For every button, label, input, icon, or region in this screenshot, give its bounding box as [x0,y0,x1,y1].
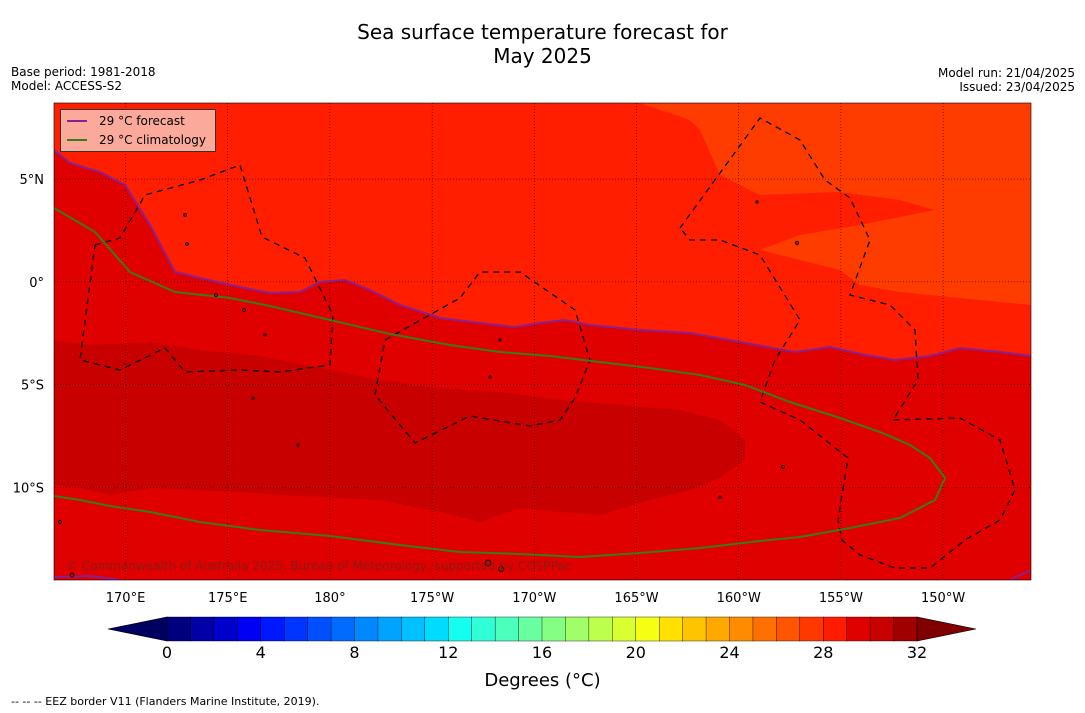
lon-tick-label: 180° [314,591,345,606]
climatology-29c-contour [54,207,947,559]
lon-tick-label: 165°W [614,591,658,606]
colorbar-segment [260,616,285,642]
base-period: Base period: 1981-2018 [11,65,156,79]
colorbar-segment [307,616,332,642]
colorbar-segment [869,616,895,642]
colorbar-segment [518,616,543,642]
colorbar-tick-label: 32 [907,643,927,662]
colorbar-segment [283,616,309,642]
colorbar-tick-label: 24 [719,643,739,662]
lon-tick-label: 155°W [819,591,863,606]
colorbar-tick-labels: 0 4 8 12 16 20 24 28 32 [162,643,927,662]
legend-item-climatology: 29 °C climatology [67,132,206,148]
colorbar-segment [846,616,871,642]
forecast-29c-contour [54,149,1031,362]
base-period-info: Base period: 1981-2018 Model: ACCESS-S2 [11,65,156,93]
colorbar-under-arrow [107,616,168,642]
colorbar-segment [330,616,355,642]
colorbar-segment [401,616,426,642]
colorbar-segment [448,616,473,642]
map-legend: 29 °C forecast 29 °C climatology [60,109,216,152]
colorbar-segment [354,616,379,642]
colorbar-segment [588,616,613,642]
colorbar-tick-label: 12 [438,643,458,662]
colorbar-segment [752,616,777,642]
lat-tick-label: 5°N [20,173,45,188]
issued-date: Issued: 23/04/2025 [959,80,1075,94]
colorbar-tick-label: 28 [813,643,833,662]
map-frame [53,102,1032,581]
colorbar-label: Degrees (°C) [484,670,601,691]
copyright-watermark: © Commonwealth of Australia 2025, Bureau… [66,559,572,573]
lat-tick-label: 0° [29,276,44,291]
colorbar-tick-label: 8 [349,643,359,662]
longitude-tick-labels: 170°E 175°E 180° 175°W 170°W 165°W 160°W 155°W 1… [106,591,966,606]
colorbar-segment [541,616,566,642]
colorbar [107,616,977,642]
lon-tick-label: 170°W [512,591,556,606]
colorbar-segment [237,616,262,642]
lat-tick-label: 5°S [21,379,44,394]
latitude-tick-labels: 5°N 0° 5°S 10°S [13,173,44,496]
colorbar-tick-label: 0 [162,643,172,662]
colorbar-segment [424,616,449,642]
model-run: Model run: 21/04/2025 [937,66,1075,80]
legend-swatch-climatology [67,139,87,141]
model-name: Model: ACCESS-S2 [11,79,123,93]
model-run-info: Model run: 21/04/2025 Issued: 23/04/2025 [938,66,1075,94]
title-line-2: May 2025 [493,44,592,68]
legend-item-forecast: 29 °C forecast [67,113,185,129]
colorbar-segment [705,616,730,642]
eez-footnote: -- -- -- EEZ border V11 (Flanders Marine… [11,695,320,708]
lon-tick-label: 175°W [410,591,454,606]
eez-border-lines [79,117,1016,569]
colorbar-tick-label: 16 [532,643,552,662]
sst-region-31 [54,340,745,522]
colorbar-segment [776,616,801,642]
colorbar-over-arrow [916,616,977,642]
colorbar-tick-label: 4 [256,643,266,662]
chart-title: Sea surface temperature forecast for May… [0,20,1085,68]
colorbar-segment [729,616,754,642]
colorbar-segment [799,616,824,642]
lon-tick-label: 150°W [921,591,965,606]
colorbar-segment [377,616,402,642]
colorbar-segment [565,616,590,642]
map-area [54,103,1031,580]
colorbar-segment [682,616,707,642]
colorbar-segment [471,616,496,642]
colorbar-segment [213,616,238,642]
colorbar-segment [823,616,848,642]
lon-tick-label: 175°E [208,591,248,606]
legend-label-forecast: 29 °C forecast [99,114,185,128]
legend-swatch-forecast [67,120,87,122]
colorbar-segment [494,616,520,642]
island-marks [58,200,800,578]
lon-tick-label: 160°W [717,591,761,606]
colorbar-segment [166,616,191,642]
forecast-29c-contour-south [54,569,1031,580]
title-line-1: Sea surface temperature forecast for [357,20,728,44]
colorbar-segment [893,616,918,642]
colorbar-tick-label: 20 [626,643,646,662]
colorbar-segment [658,616,684,642]
legend-label-climatology: 29 °C climatology [99,133,207,147]
colorbar-segment [635,616,660,642]
colorbar-segment [190,616,215,642]
colorbar-segment [612,616,637,642]
lat-tick-label: 10°S [13,481,44,496]
lon-tick-label: 170°E [106,591,146,606]
